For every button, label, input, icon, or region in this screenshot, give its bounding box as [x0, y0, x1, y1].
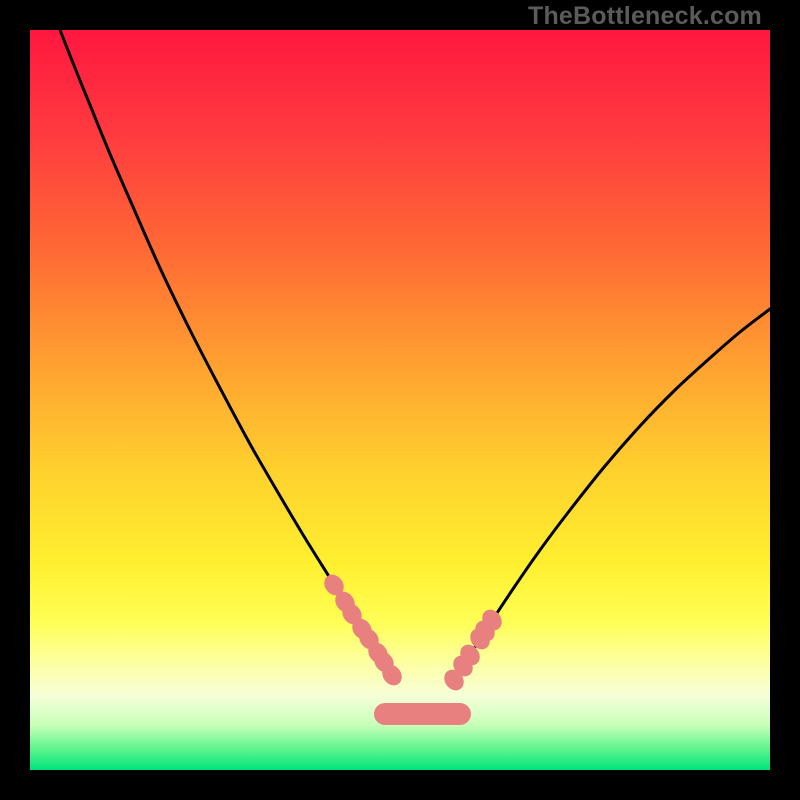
chart-frame: TheBottleneck.com — [0, 0, 800, 800]
bottleneck-curve-left — [60, 30, 392, 675]
watermark-text: TheBottleneck.com — [528, 2, 762, 31]
plot-area — [30, 30, 770, 770]
curve-overlay — [30, 30, 770, 770]
